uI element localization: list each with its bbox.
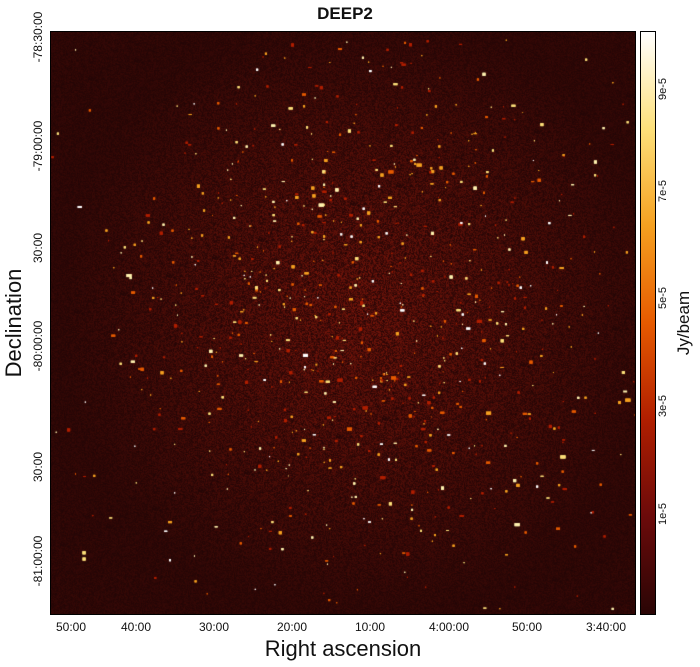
colorbar-tick-label: 9e-5 — [657, 77, 669, 101]
radio-continuum-image — [50, 31, 636, 615]
image-title: DEEP2 — [317, 4, 373, 23]
x-tick-label: 20:00 — [276, 620, 308, 634]
sky-canvas — [51, 32, 635, 614]
x-tick-label: 4:00:00 — [428, 620, 470, 634]
x-tick-label: 50:00 — [511, 620, 543, 634]
x-tick-label: 40:00 — [120, 620, 152, 634]
y-tick-label: 30:00 — [31, 451, 45, 483]
colorbar-tick-label: 3e-5 — [657, 394, 669, 418]
x-tick-label: 3:40:00 — [585, 620, 627, 634]
colorbar-tick-label: 5e-5 — [657, 286, 669, 310]
colorbar-tick-label: 1e-5 — [657, 502, 669, 526]
y-tick-label: -78:30:00 — [31, 11, 45, 63]
y-tick-label: -80:00:00 — [31, 320, 45, 372]
colorbar-tick-label: 7e-5 — [657, 179, 669, 203]
x-axis-label: Right ascension — [264, 636, 422, 661]
y-tick-label: 30:00 — [31, 232, 45, 264]
x-tick-label: 50:00 — [55, 620, 87, 634]
y-axis-label: Declination — [1, 268, 26, 378]
colorbar-label: Jy/beam — [674, 290, 693, 356]
y-tick-label: -79:00:00 — [31, 120, 45, 172]
y-tick-label: -81:00:00 — [31, 535, 45, 587]
x-tick-label: 10:00 — [354, 620, 386, 634]
colorbar — [640, 31, 656, 615]
x-tick-label: 30:00 — [198, 620, 230, 634]
